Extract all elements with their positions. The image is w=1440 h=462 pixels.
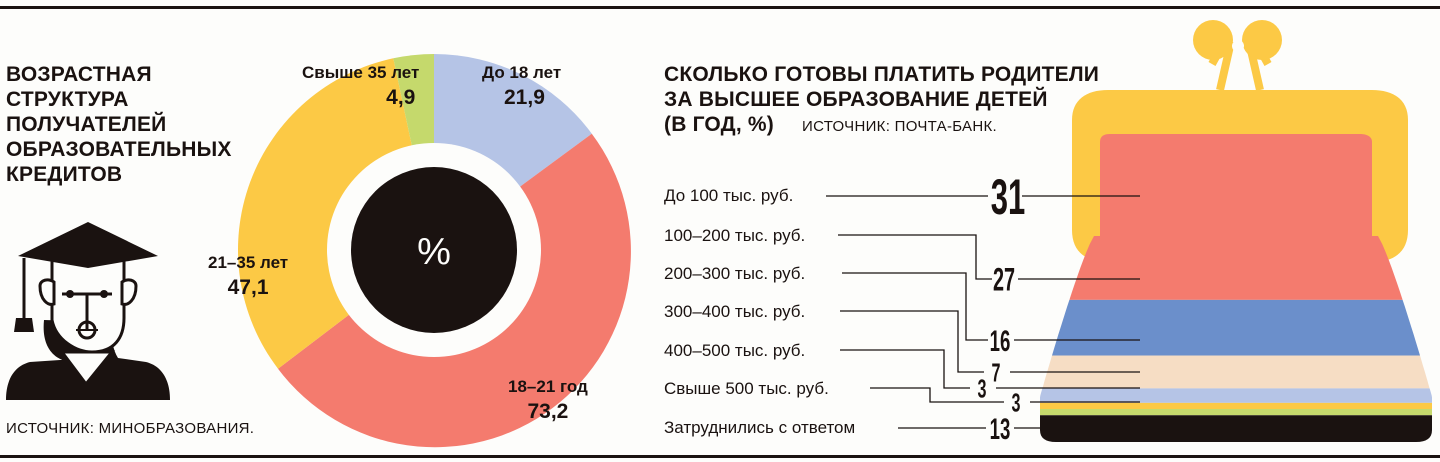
- category-label: 100–200 тыс. руб.: [664, 226, 806, 245]
- left-title-line: ОБРАЗОВАТЕЛЬНЫХ: [6, 138, 232, 161]
- pie-label-value: 47,1: [227, 276, 269, 299]
- left-title: ВОЗРАСТНАЯ СТРУКТУРА ПОЛУЧАТЕЛЕЙ ОБРАЗОВ…: [6, 62, 232, 187]
- category-label: 400–500 тыс. руб.: [664, 341, 806, 360]
- bar-value-label: 16: [990, 324, 1011, 358]
- connector-line: [840, 310, 984, 373]
- bar-value-label: 7: [992, 357, 1001, 387]
- category-label: 200–300 тыс. руб.: [664, 264, 806, 283]
- donut-hole: [351, 167, 517, 333]
- purse-illustration: [1072, 20, 1408, 262]
- bar-value-label: 3: [978, 373, 987, 403]
- right-title-line: ЗА ВЫСШЕЕ ОБРАЗОВАНИЕ ДЕТЕЙ: [664, 88, 1048, 111]
- bar-value-label: 27: [993, 262, 1015, 298]
- pie-label-value: 21,9: [504, 86, 545, 109]
- category-label: Свыше 500 тыс. руб.: [664, 379, 829, 398]
- left-title-line: ПОЛУЧАТЕЛЕЙ: [6, 113, 167, 136]
- purse-bar: [1040, 415, 1432, 442]
- pie-label-value: 73,2: [527, 400, 569, 423]
- right-title: СКОЛЬКО ГОТОВЫ ПЛАТИТЬ РОДИТЕЛИ ЗА ВЫСШЕ…: [664, 62, 1099, 139]
- right-title-line3: (В ГОД, %) ИСТОЧНИК: ПОЧТА-БАНК.: [664, 112, 1099, 139]
- bar-value-label: 13: [990, 412, 1011, 446]
- donut-center-label: %: [417, 231, 451, 273]
- pie-label-21-35: 21–35 лет 47,1: [208, 252, 288, 302]
- left-source: ИСТОЧНИК: МИНОБРАЗОВАНИЯ.: [6, 420, 255, 437]
- category-label: Затруднились с ответом: [664, 418, 856, 437]
- purse-bar: [1040, 388, 1432, 403]
- category-label: 300–400 тыс. руб.: [664, 302, 806, 321]
- purse-bar: [1042, 355, 1430, 389]
- pie-label-over35: Свыше 35 лет 4,9: [302, 62, 419, 112]
- pie-label-category: 21–35 лет: [208, 253, 289, 272]
- pie-label-value: 4,9: [386, 86, 416, 109]
- pie-label-category: 18–21 год: [508, 377, 588, 396]
- pie-label-category: Свыше 35 лет: [302, 63, 420, 82]
- connector-line: [870, 387, 1004, 403]
- left-title-line: КРЕДИТОВ: [6, 163, 123, 186]
- bar-value-label: 3: [1012, 387, 1021, 417]
- connector-line: [838, 234, 992, 280]
- left-title-line: ВОЗРАСТНАЯ: [6, 63, 152, 86]
- pie-label-18-21: 18–21 год 73,2: [508, 376, 588, 426]
- purse-bars: [1040, 236, 1432, 442]
- graduate-illustration: [6, 222, 170, 400]
- bottom-rule: [0, 455, 1440, 458]
- connector-line: [840, 349, 970, 389]
- connector-line: [842, 272, 988, 341]
- purse-bar: [1069, 236, 1403, 300]
- top-rule: [0, 6, 1440, 9]
- purse-bar: [1052, 299, 1420, 356]
- purse-bar: [1040, 402, 1432, 409]
- purse-bar: [1040, 409, 1432, 416]
- right-title-unit: (В ГОД, %): [664, 113, 774, 136]
- bar-value-label: 31: [991, 168, 1025, 224]
- pie-label-under18: До 18 лет 21,9: [482, 62, 561, 112]
- right-title-line: СКОЛЬКО ГОТОВЫ ПЛАТИТЬ РОДИТЕЛИ: [664, 63, 1100, 86]
- right-source: ИСТОЧНИК: ПОЧТА-БАНК.: [802, 118, 997, 135]
- pie-label-category: До 18 лет: [482, 63, 562, 82]
- category-label: До 100 тыс. руб.: [664, 186, 794, 205]
- left-title-line: СТРУКТУРА: [6, 88, 129, 111]
